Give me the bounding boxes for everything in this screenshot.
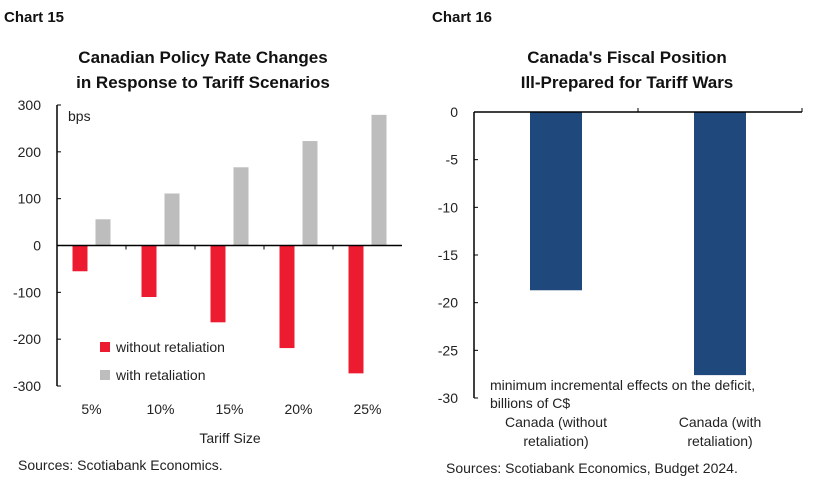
y-tick-label: -300 bbox=[13, 378, 41, 394]
chart16-title-line1: Canada's Fiscal Position bbox=[527, 48, 727, 67]
chart16-annotation-line2: billions of C$ bbox=[490, 395, 570, 411]
y-tick-label: -20 bbox=[438, 295, 458, 311]
y-tick-label: -10 bbox=[438, 199, 458, 215]
legend-label-without-retaliation: without retaliation bbox=[115, 339, 225, 355]
x-tick-label: 15% bbox=[215, 401, 243, 417]
chart16-category-1-line2: retaliation) bbox=[523, 433, 588, 449]
chart15-plot: 300 200 100 0 -100 -200 -300 5% 10% 15% 20% 25% bbox=[13, 97, 402, 417]
chart15-unit-label: bps bbox=[68, 108, 91, 124]
y-tick-label: 300 bbox=[18, 97, 42, 113]
chart16-source: Sources: Scotiabank Economics, Budget 20… bbox=[446, 460, 738, 476]
chart15-legend: without retaliation with retaliation bbox=[100, 339, 225, 383]
y-tick-label: 200 bbox=[18, 144, 42, 160]
bar-with-retaliation bbox=[233, 167, 249, 246]
y-tick-label: -5 bbox=[446, 152, 459, 168]
bar-without-retaliation bbox=[210, 245, 226, 323]
legend-swatch-with-retaliation bbox=[100, 370, 110, 380]
chart16-plot: 0 -5 -10 -15 -20 -25 -30 bbox=[438, 104, 803, 406]
chart15-source: Sources: Scotiabank Economics. bbox=[18, 457, 223, 473]
chart15-label: Chart 15 bbox=[4, 9, 64, 26]
x-tick-label: 5% bbox=[81, 401, 101, 417]
y-tick-label: -30 bbox=[438, 390, 458, 406]
y-tick-label: -100 bbox=[13, 284, 41, 300]
chart16-label: Chart 16 bbox=[432, 9, 492, 26]
chart16-category-2-line2: retaliation) bbox=[687, 433, 752, 449]
y-tick-label: 100 bbox=[18, 191, 42, 207]
bar-with-retaliation bbox=[371, 114, 387, 246]
y-tick-label: -200 bbox=[13, 331, 41, 347]
chart15-x-axis-title: Tariff Size bbox=[199, 430, 260, 446]
bar-without-retaliation bbox=[348, 245, 364, 374]
x-tick-label: 20% bbox=[284, 401, 312, 417]
bar-with-retaliation bbox=[164, 193, 180, 246]
y-tick-label: 0 bbox=[450, 104, 458, 120]
y-tick-label: -25 bbox=[438, 342, 458, 358]
bar-fiscal-effect bbox=[694, 112, 746, 376]
y-tick-label: -15 bbox=[438, 247, 458, 263]
x-tick-label: 25% bbox=[353, 401, 381, 417]
chart15-title-line2: in Response to Tariff Scenarios bbox=[76, 73, 330, 92]
bar-fiscal-effect bbox=[530, 112, 582, 291]
legend-label-with-retaliation: with retaliation bbox=[115, 367, 206, 383]
bar-with-retaliation bbox=[95, 219, 111, 246]
chart16-category-2-line1: Canada (with bbox=[679, 414, 762, 430]
chart16-category-1-line1: Canada (without bbox=[505, 414, 607, 430]
x-tick-label: 10% bbox=[146, 401, 174, 417]
y-tick-label: 0 bbox=[33, 238, 41, 254]
bar-without-retaliation bbox=[141, 245, 157, 298]
bar-with-retaliation bbox=[302, 141, 318, 246]
bar-without-retaliation bbox=[279, 245, 295, 349]
chart16-annotation-line1: minimum incremental effects on the defic… bbox=[490, 377, 755, 393]
legend-swatch-without-retaliation bbox=[100, 342, 110, 352]
chart15-title-line1: Canadian Policy Rate Changes bbox=[78, 48, 327, 67]
bar-without-retaliation bbox=[72, 245, 88, 272]
chart16-title-line2: Ill-Prepared for Tariff Wars bbox=[521, 73, 734, 92]
